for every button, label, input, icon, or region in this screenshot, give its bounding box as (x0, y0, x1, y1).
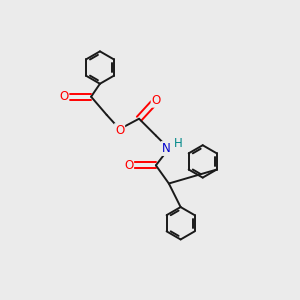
Text: O: O (124, 159, 133, 172)
Text: O: O (152, 94, 161, 107)
Text: N: N (161, 142, 170, 155)
Text: H: H (174, 137, 183, 150)
Text: O: O (115, 124, 124, 137)
Text: O: O (59, 90, 68, 103)
